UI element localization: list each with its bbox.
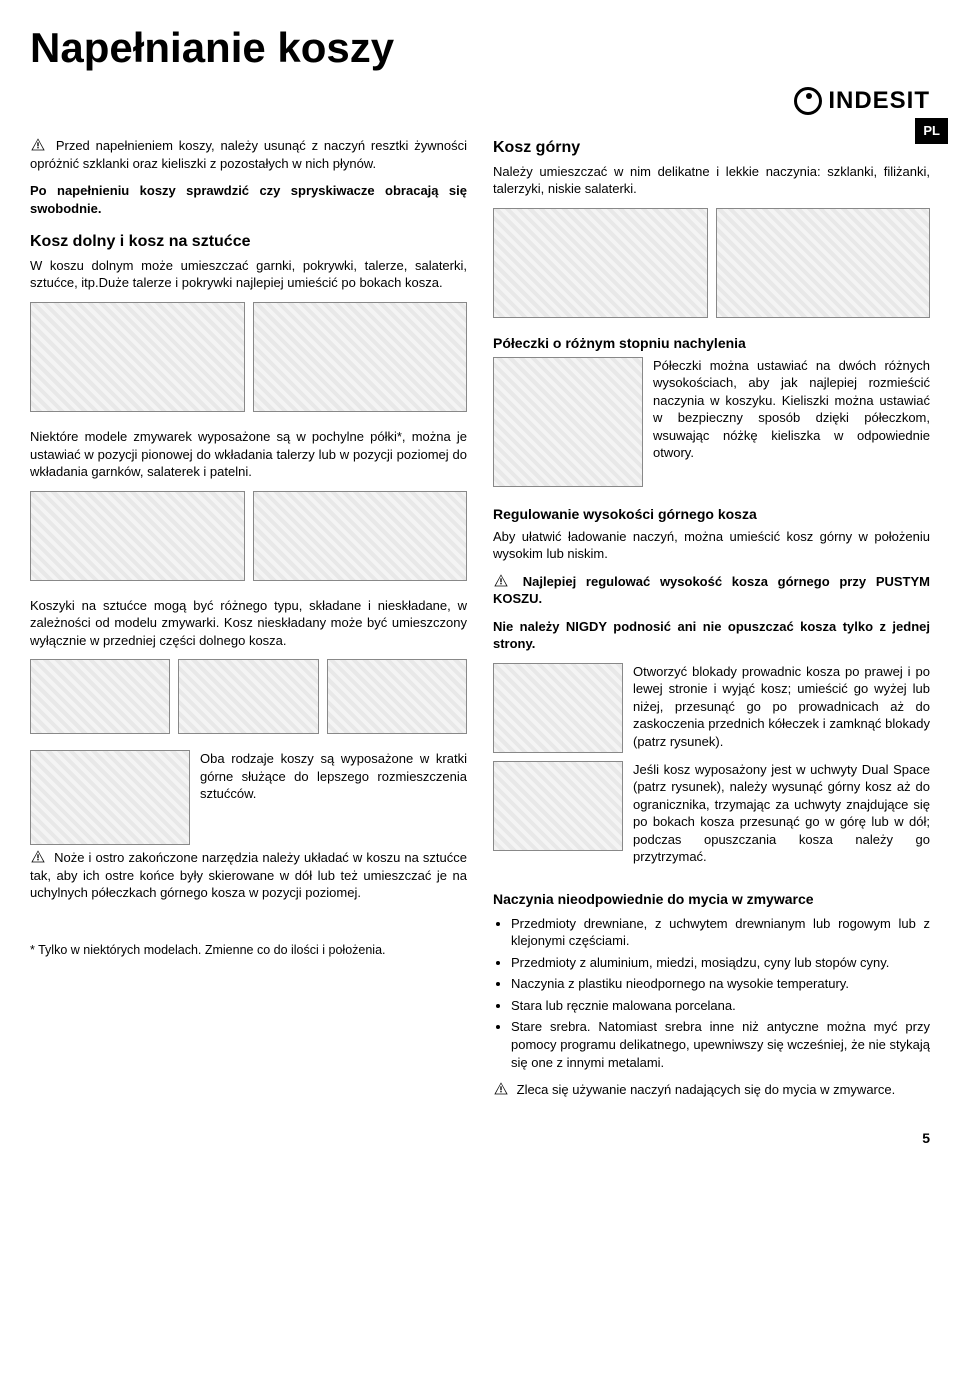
upper-basket-text: Należy umieszczać w nim delikatne i lekk…	[493, 163, 930, 198]
cutlery-illustration-2	[178, 659, 318, 734]
cutlery-images-row1	[30, 659, 467, 734]
tilting-illustration-1	[30, 491, 245, 581]
warning-icon	[30, 137, 46, 153]
lower-basket-text: W koszu dolnym może umieszczać garnki, p…	[30, 257, 467, 292]
lower-basket-illustration-1	[30, 302, 245, 412]
incline-shelves-illustration	[493, 357, 643, 487]
warning-icon	[493, 1081, 509, 1097]
heading-upper-basket: Kosz górny	[493, 137, 930, 159]
tilting-illustration-2	[253, 491, 468, 581]
list-item: Przedmioty z aluminium, miedzi, mosiądzu…	[511, 954, 930, 972]
page-title: Napełnianie koszy	[30, 20, 930, 77]
cutlery-types-illustration	[30, 750, 190, 845]
intro-text-1: Przed napełnieniem koszy, należy usunąć …	[30, 138, 467, 171]
height-adjust-text-1: Aby ułatwić ładowanie naczyń, można umie…	[493, 528, 930, 563]
upper-basket-illustration-2	[716, 208, 931, 318]
cutlery-illustration-3	[327, 659, 467, 734]
footnote: * Tylko w niektórych modelach. Zmienne c…	[30, 942, 467, 959]
list-item: Stare srebra. Natomiast srebra inne niż …	[511, 1018, 930, 1071]
brand-logo: INDESIT	[794, 85, 930, 117]
heading-incline-shelves: Półeczki o różnym stopniu nachylenia	[493, 334, 930, 353]
warning-icon	[493, 573, 509, 589]
upper-basket-images	[493, 208, 930, 318]
unsuitable-list: Przedmioty drewniane, z uchwytem drewnia…	[511, 915, 930, 1071]
heading-lower-basket: Kosz dolny i kosz na sztućce	[30, 231, 467, 253]
upper-basket-illustration-1	[493, 208, 708, 318]
intro-text-2: Po napełnieniu koszy sprawdzić czy sprys…	[30, 182, 467, 217]
tilting-images	[30, 491, 467, 581]
brand-text: INDESIT	[828, 85, 930, 117]
brand-circle-icon	[794, 87, 822, 115]
final-warning: Zleca się używanie naczyń nadających się…	[493, 1081, 930, 1099]
brand-row: INDESIT	[30, 85, 930, 117]
heading-unsuitable: Naczynia nieodpowiednie do mycia w zmywa…	[493, 890, 930, 909]
list-item: Stara lub ręcznie malowana porcelana.	[511, 997, 930, 1015]
page-number: 5	[30, 1129, 930, 1148]
warning-icon	[30, 849, 46, 865]
height-adjust-warning: Najlepiej regulować wysokość kosza górne…	[493, 573, 930, 608]
tilting-shelves-text: Niektóre modele zmywarek wyposażone są w…	[30, 428, 467, 481]
list-item: Naczynia z plastiku nieodpornego na wyso…	[511, 975, 930, 993]
cutlery-basket-text: Koszyki na sztućce mogą być różnego typu…	[30, 597, 467, 650]
knives-text: Noże i ostro zakończone narzędzia należy…	[30, 850, 467, 900]
intro-warning: Przed napełnieniem koszy, należy usunąć …	[30, 137, 467, 172]
lower-basket-images	[30, 302, 467, 412]
cutlery-illustration-1	[30, 659, 170, 734]
height-adjust-text-2: Nie należy NIGDY podnosić ani nie opuszc…	[493, 618, 930, 653]
language-badge: PL	[915, 118, 948, 144]
height-warn-text: Najlepiej regulować wysokość kosza górne…	[493, 574, 930, 607]
knives-warning: Noże i ostro zakończone narzędzia należy…	[30, 849, 467, 902]
final-warn-text: Zleca się używanie naczyń nadających się…	[517, 1082, 896, 1097]
list-item: Przedmioty drewniane, z uchwytem drewnia…	[511, 915, 930, 950]
lower-basket-illustration-2	[253, 302, 468, 412]
right-column: Kosz górny Należy umieszczać w nim delik…	[493, 137, 930, 1109]
left-column: Przed napełnieniem koszy, należy usunąć …	[30, 137, 467, 1109]
height-adjust-illustration	[493, 663, 623, 753]
heading-height-adjust: Regulowanie wysokości górnego kosza	[493, 505, 930, 524]
dual-space-illustration	[493, 761, 623, 851]
